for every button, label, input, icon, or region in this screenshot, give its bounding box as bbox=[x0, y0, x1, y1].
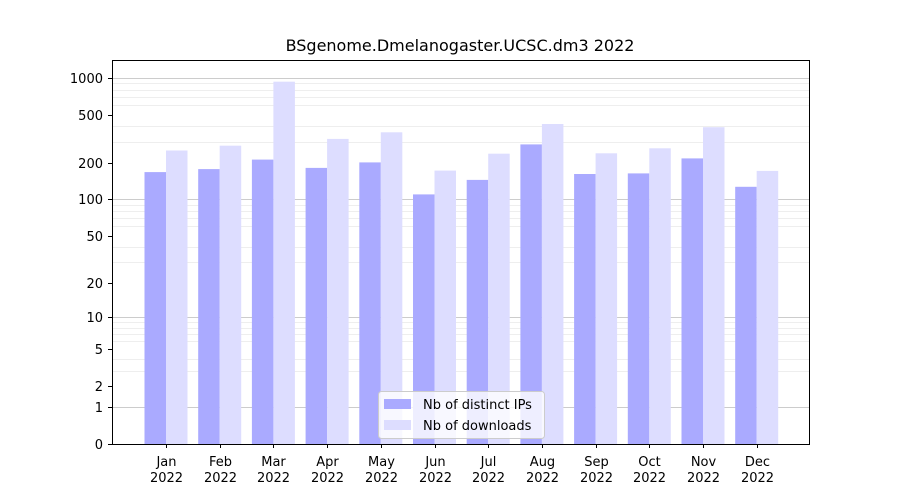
x-tick-label-month: Jan bbox=[155, 455, 176, 470]
x-tick-label-year: 2022 bbox=[687, 471, 720, 486]
legend-box bbox=[378, 391, 545, 439]
x-tick-label-year: 2022 bbox=[741, 471, 774, 486]
bar-distinct-ips bbox=[466, 179, 489, 444]
legend-swatch bbox=[384, 420, 411, 430]
x-tick-label-month: Jul bbox=[480, 455, 497, 470]
bar-distinct-ips bbox=[735, 186, 757, 445]
bar-distinct-ips bbox=[198, 169, 220, 444]
y-tick-label: 1000 bbox=[70, 72, 103, 87]
x-tick-label-month: Sep bbox=[584, 455, 609, 470]
legend-swatch bbox=[384, 399, 411, 409]
bar-distinct-ips bbox=[574, 174, 596, 444]
bar-distinct-ips bbox=[144, 172, 166, 444]
y-tick-label: 10 bbox=[86, 311, 103, 326]
x-tick-label-month: Nov bbox=[691, 455, 717, 470]
bar-downloads bbox=[273, 81, 295, 444]
bar-distinct-ips bbox=[520, 144, 542, 444]
x-tick-label-year: 2022 bbox=[419, 471, 452, 486]
y-tick-label: 1 bbox=[95, 401, 103, 416]
x-tick-label-year: 2022 bbox=[365, 471, 398, 486]
bar-downloads bbox=[219, 145, 242, 444]
bar-distinct-ips bbox=[359, 162, 381, 444]
bar-downloads bbox=[541, 124, 564, 444]
y-tick-label: 50 bbox=[86, 230, 103, 245]
bar-downloads bbox=[649, 148, 671, 445]
x-tick-label-year: 2022 bbox=[257, 471, 290, 486]
bar-downloads bbox=[703, 127, 725, 444]
y-tick-label: 100 bbox=[78, 193, 103, 208]
bar-distinct-ips bbox=[627, 173, 650, 444]
bar-downloads bbox=[488, 153, 510, 444]
x-tick-label-year: 2022 bbox=[633, 471, 666, 486]
x-axis: Jan2022Feb2022Mar2022Apr2022May2022Jun20… bbox=[150, 444, 774, 486]
x-tick-label-month: Feb bbox=[209, 455, 232, 470]
x-tick-label-year: 2022 bbox=[311, 471, 344, 486]
y-axis: 0 1 2 5 10 20 50 100 200 500 1000 bbox=[70, 72, 112, 453]
bar-downloads bbox=[434, 170, 456, 444]
x-tick-label-year: 2022 bbox=[204, 471, 237, 486]
x-tick-label-month: May bbox=[368, 455, 395, 470]
y-tick-label: 5 bbox=[95, 343, 103, 358]
plot-area-frame bbox=[112, 60, 810, 445]
bars bbox=[144, 81, 779, 445]
bar-downloads bbox=[595, 153, 618, 445]
chart-title: BSgenome.Dmelanogaster.UCSC.dm3 2022 bbox=[286, 36, 635, 55]
bar-distinct-ips bbox=[251, 159, 274, 444]
legend: Nb of distinct IPs Nb of downloads bbox=[378, 391, 545, 439]
x-tick-label-month: Apr bbox=[316, 455, 339, 470]
x-tick-label-year: 2022 bbox=[472, 471, 505, 486]
y-tick-label: 500 bbox=[78, 109, 103, 124]
x-tick-label-month: Jun bbox=[424, 455, 445, 470]
legend-label: Nb of downloads bbox=[423, 419, 532, 434]
y-tick-label: 20 bbox=[86, 277, 103, 292]
bar-distinct-ips bbox=[305, 167, 328, 444]
bar-distinct-ips bbox=[681, 158, 703, 444]
bar-downloads bbox=[380, 132, 403, 445]
x-tick-label-month: Dec bbox=[745, 455, 770, 470]
bar-distinct-ips bbox=[413, 194, 435, 444]
x-tick-label-year: 2022 bbox=[580, 471, 613, 486]
y-tick-label: 0 bbox=[95, 438, 103, 453]
bar-downloads bbox=[756, 170, 779, 444]
x-tick-label-month: Mar bbox=[261, 455, 286, 470]
x-tick-label-year: 2022 bbox=[150, 471, 183, 486]
x-tick-label-year: 2022 bbox=[526, 471, 559, 486]
legend-label: Nb of distinct IPs bbox=[423, 398, 532, 413]
y-tick-label: 200 bbox=[78, 157, 103, 172]
bar-downloads bbox=[166, 150, 188, 444]
x-tick-label-month: Oct bbox=[638, 455, 660, 470]
x-tick-label-month: Aug bbox=[530, 455, 555, 470]
y-tick-label: 2 bbox=[95, 380, 103, 395]
bar-downloads bbox=[327, 138, 349, 444]
